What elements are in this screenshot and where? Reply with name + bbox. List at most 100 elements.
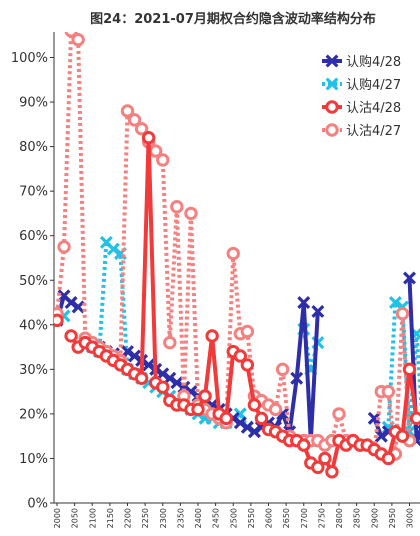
x-tick-label: 2700 bbox=[300, 508, 309, 528]
y-tick-label: 20% bbox=[19, 407, 48, 422]
y-tick-label: 50% bbox=[19, 274, 48, 289]
data-point bbox=[268, 402, 283, 417]
legend: 认购4/28 认购4/27 认沽4/28 认沽4/27 bbox=[322, 54, 401, 139]
data-point bbox=[240, 358, 255, 372]
x-tick-label: 2500 bbox=[229, 508, 238, 528]
data-point bbox=[367, 411, 381, 425]
data-point bbox=[128, 349, 142, 363]
series-2 bbox=[54, 235, 420, 443]
x-tick-label: 2200 bbox=[124, 508, 133, 528]
data-point bbox=[170, 376, 184, 390]
data-point bbox=[54, 313, 64, 328]
data-point bbox=[233, 416, 247, 430]
data-point bbox=[402, 362, 417, 377]
x-tick-label: 2950 bbox=[388, 508, 397, 528]
data-point bbox=[233, 407, 247, 421]
chart-title: 图24：2021-07月期权合约隐含波动率结构分布 bbox=[90, 11, 376, 27]
data-point bbox=[254, 411, 269, 426]
data-point bbox=[134, 371, 149, 385]
data-point bbox=[325, 465, 339, 479]
data-point bbox=[71, 32, 85, 47]
x-tick-label: 2100 bbox=[88, 508, 97, 528]
x-tick-label: 3000 bbox=[406, 508, 415, 528]
data-point bbox=[247, 425, 261, 439]
data-point bbox=[127, 113, 142, 127]
data-point bbox=[381, 451, 396, 466]
data-point bbox=[388, 296, 402, 309]
data-point bbox=[163, 335, 177, 350]
data-point bbox=[142, 358, 156, 372]
data-point bbox=[409, 411, 420, 426]
data-point bbox=[120, 104, 135, 118]
legend-marker bbox=[325, 123, 339, 137]
legend-marker bbox=[325, 54, 339, 68]
y-tick-label: 40% bbox=[19, 318, 48, 333]
y-tick-label: 70% bbox=[19, 185, 48, 200]
data-point bbox=[106, 242, 120, 256]
data-point bbox=[275, 362, 290, 377]
data-layer bbox=[54, 32, 420, 479]
y-tick-label: 10% bbox=[19, 452, 48, 467]
data-point bbox=[226, 246, 240, 261]
data-point bbox=[156, 380, 170, 394]
x-tick-label: 2400 bbox=[194, 508, 203, 528]
y-tick-label: 60% bbox=[19, 229, 48, 244]
data-point bbox=[374, 429, 388, 443]
x-tick-label: 2250 bbox=[141, 508, 150, 528]
data-point bbox=[64, 296, 78, 309]
data-point bbox=[403, 271, 416, 285]
x-tick-label: 2650 bbox=[282, 508, 291, 528]
x-tick-label: 2550 bbox=[247, 508, 256, 528]
data-point bbox=[141, 130, 156, 145]
data-point bbox=[219, 411, 233, 426]
data-point bbox=[191, 402, 205, 417]
data-point bbox=[156, 153, 170, 167]
data-point bbox=[134, 122, 149, 136]
data-point bbox=[64, 329, 78, 343]
data-point bbox=[198, 389, 212, 403]
data-point bbox=[318, 451, 332, 466]
legend-label: 认购4/28 bbox=[346, 54, 401, 70]
x-tick-label: 2350 bbox=[176, 508, 185, 528]
data-point bbox=[163, 371, 177, 385]
data-point bbox=[184, 206, 198, 221]
x-tick-label: 2800 bbox=[335, 508, 344, 528]
data-point bbox=[156, 367, 170, 381]
legend-marker bbox=[325, 77, 339, 91]
data-point bbox=[233, 349, 248, 363]
x-tick-label: 2300 bbox=[159, 508, 168, 528]
y-tick-label: 80% bbox=[19, 140, 48, 155]
data-point bbox=[381, 384, 396, 399]
data-point bbox=[121, 345, 134, 358]
legend-label: 认沽4/27 bbox=[346, 124, 401, 139]
plot-area: 0% 10% 20% 30% 40% 50% 60% 70% 80% 90% 100% 2000 205… bbox=[11, 32, 420, 528]
data-point bbox=[311, 460, 325, 475]
y-tick-label: 0% bbox=[27, 497, 48, 512]
data-point bbox=[297, 296, 311, 309]
x-tick-label: 2050 bbox=[71, 508, 80, 528]
data-point bbox=[297, 438, 311, 452]
x-tick-label: 2600 bbox=[265, 508, 274, 528]
x-tick-label: 2750 bbox=[317, 508, 326, 528]
data-point bbox=[395, 429, 410, 443]
x-tick-label: 2000 bbox=[53, 508, 62, 528]
y-tick-label: 30% bbox=[19, 363, 48, 378]
series-3 bbox=[54, 130, 420, 479]
data-point bbox=[205, 329, 219, 343]
data-point bbox=[311, 304, 325, 318]
data-point bbox=[57, 240, 71, 254]
data-point bbox=[240, 420, 254, 434]
data-point bbox=[332, 407, 346, 421]
data-point bbox=[240, 324, 255, 339]
legend-label: 认沽4/28 bbox=[346, 101, 401, 116]
data-point bbox=[71, 300, 85, 314]
data-point bbox=[395, 306, 410, 321]
legend-label: 认购4/27 bbox=[346, 77, 401, 93]
y-tick-label: 100% bbox=[11, 51, 48, 66]
x-tick-label: 2850 bbox=[353, 508, 362, 528]
data-point bbox=[247, 398, 262, 412]
series-line bbox=[55, 32, 412, 456]
data-point bbox=[170, 200, 184, 214]
y-tick-label: 90% bbox=[19, 96, 48, 111]
